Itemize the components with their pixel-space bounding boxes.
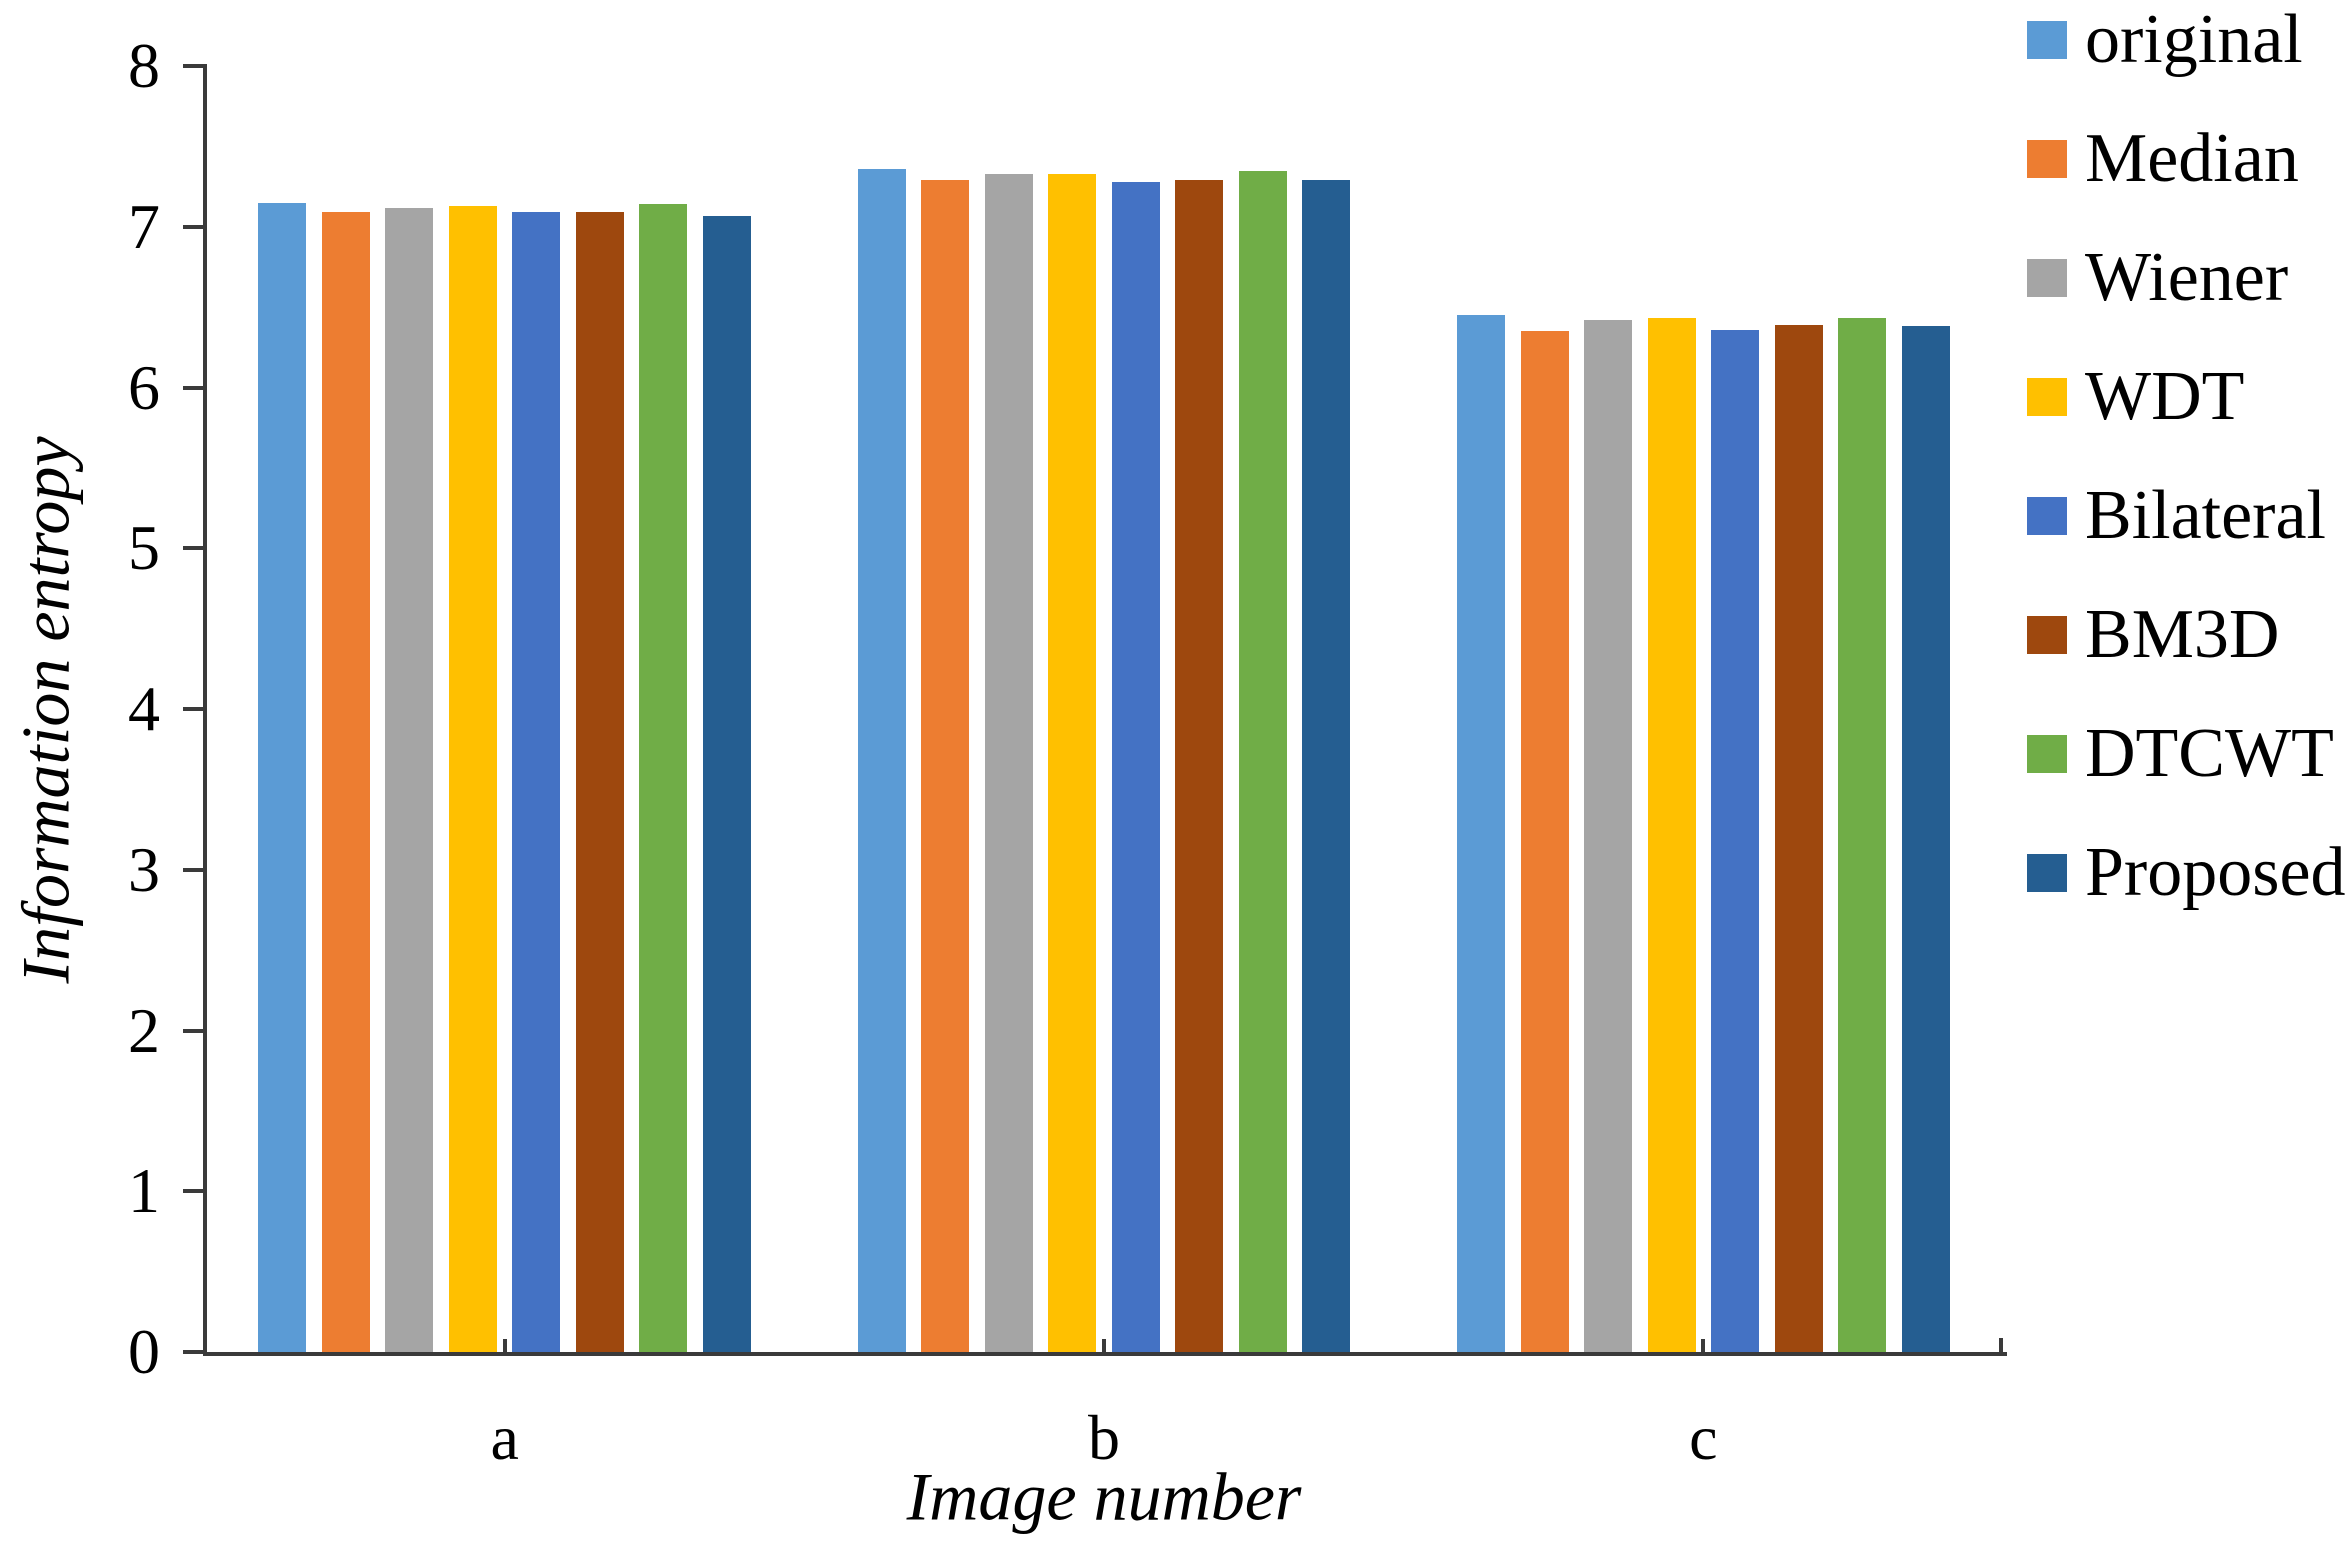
bar-DTCWT-b: [1238, 170, 1287, 1352]
y-axis-tick: [183, 1189, 205, 1194]
bar-original-c: [1457, 315, 1506, 1352]
y-axis-tick-label: 6: [128, 351, 160, 423]
bar-Median-b: [921, 180, 970, 1352]
bar-Median-a: [321, 212, 370, 1352]
y-axis-tick: [183, 385, 205, 390]
x-axis-end-tick: [1999, 1338, 2003, 1352]
y-axis-tick: [183, 64, 205, 68]
y-axis-tick-label: 1: [128, 1155, 160, 1227]
legend-label-BM3D: BM3D: [2085, 596, 2280, 673]
legend-swatch-BM3D: [2027, 616, 2067, 654]
y-axis-tick-label: 4: [128, 673, 160, 744]
x-category-label: a: [490, 1402, 519, 1473]
y-axis-tick: [183, 546, 205, 551]
y-axis-tick: [183, 867, 205, 872]
legend-label-Median: Median: [2085, 120, 2299, 197]
y-axis-tick-label: 0: [128, 1316, 160, 1387]
x-category-label: c: [1689, 1402, 1718, 1473]
bar-original-a: [258, 202, 307, 1352]
legend-swatch-WDT: [2027, 378, 2067, 416]
x-axis-line: [203, 1352, 2007, 1356]
bar-WDT-b: [1048, 173, 1097, 1352]
bar-Median-c: [1520, 331, 1569, 1352]
bar-DTCWT-a: [639, 204, 688, 1352]
bar-BM3D-b: [1175, 180, 1224, 1352]
y-axis-tick-label: 7: [128, 190, 160, 262]
y-axis-tick: [183, 1028, 205, 1033]
bar-Bilateral-b: [1111, 181, 1160, 1352]
legend-swatch-DTCWT: [2027, 735, 2067, 773]
bar-BM3D-a: [575, 212, 624, 1352]
bar-WDT-c: [1647, 318, 1696, 1352]
legend-swatch-original: [2027, 21, 2067, 59]
x-axis-tick: [502, 1339, 507, 1352]
x-axis-tick: [1102, 1339, 1106, 1352]
legend-label-original: original: [2085, 1, 2303, 78]
x-axis-tick: [1701, 1339, 1706, 1352]
y-axis-tick-label: 8: [128, 30, 160, 101]
y-axis-tick: [183, 224, 205, 229]
bar-original-b: [857, 168, 906, 1352]
y-axis-tick: [183, 707, 205, 711]
bar-Bilateral-a: [512, 212, 561, 1352]
legend-label-DTCWT: DTCWT: [2085, 715, 2334, 792]
bar-Proposed-b: [1302, 180, 1351, 1352]
legend-label-Proposed: Proposed: [2085, 834, 2346, 911]
legend-swatch-Bilateral: [2027, 497, 2067, 535]
legend-swatch-Proposed: [2027, 854, 2067, 892]
x-category-label: b: [1088, 1402, 1120, 1473]
bar-BM3D-c: [1774, 324, 1823, 1352]
bar-Wiener-b: [984, 173, 1033, 1352]
x-axis-title: Image number: [906, 1458, 1302, 1535]
legend-swatch-Wiener: [2027, 259, 2067, 297]
y-axis-line: [203, 64, 207, 1356]
bar-Bilateral-c: [1711, 329, 1760, 1352]
y-axis-tick-label: 5: [128, 512, 160, 584]
legend-swatch-Median: [2027, 140, 2067, 178]
bar-Proposed-a: [702, 215, 751, 1352]
bar-DTCWT-c: [1838, 318, 1887, 1352]
legend-label-Bilateral: Bilateral: [2085, 477, 2327, 554]
legend-label-Wiener: Wiener: [2085, 239, 2289, 316]
bar-Wiener-a: [385, 207, 434, 1352]
legend-label-WDT: WDT: [2085, 358, 2245, 435]
y-axis-tick-label: 2: [128, 994, 160, 1066]
y-axis-tick: [183, 1350, 205, 1354]
bar-WDT-a: [448, 205, 497, 1352]
bar-Proposed-c: [1901, 326, 1950, 1352]
bar-Wiener-c: [1584, 320, 1633, 1352]
y-axis-tick-label: 3: [128, 833, 160, 905]
